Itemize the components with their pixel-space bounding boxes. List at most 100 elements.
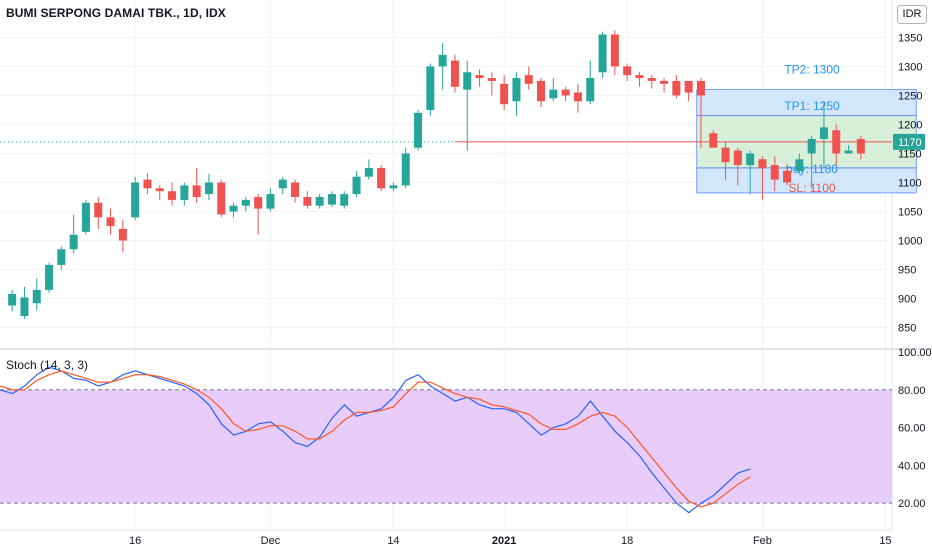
candle-body [291,182,300,198]
candle-body [364,167,373,177]
candle [364,159,373,180]
price-tick-label: 1200 [898,119,922,131]
candle-body [487,78,496,81]
candle-body [118,228,127,241]
stoch-band [0,389,892,504]
candle [192,167,201,203]
candle-body [450,60,459,87]
sl-zone [696,167,917,194]
candle-body [709,133,718,148]
price-axis: 850 900 950 1000 1050 1100 1150 1200 1250 1300 135… [893,32,925,335]
currency-badge[interactable]: IDR [897,5,927,24]
candle-body [241,199,250,206]
stochastic-pane: 20.00 40.00 60.00 80.00 100.00 [0,347,932,514]
candle [278,176,287,195]
candle [463,60,472,151]
candle-body [746,153,755,166]
candle-body [573,92,582,102]
candle-body [475,75,484,79]
candle-body [278,179,287,189]
candle [315,194,324,209]
candle-body [377,167,386,189]
candle-body [672,80,681,96]
level-label: SL: 1100 [788,181,835,195]
candle [180,182,189,206]
price-tick-label: 1350 [898,32,922,44]
candle [20,286,29,319]
candle-body [155,188,164,192]
candle [647,75,656,89]
candle [721,141,730,180]
candle-body [610,34,619,67]
candle [94,197,103,229]
price-tick-label: 1250 [898,90,922,102]
candle [377,165,386,192]
candle [598,31,607,79]
candle [844,144,853,154]
candle [131,176,140,221]
time-tick-label: 2021 [492,535,516,547]
candle [450,54,459,93]
stoch-tick-label: 20.00 [898,498,926,510]
candle [746,150,755,195]
time-tick-label: 15 [879,535,891,547]
candle-body [635,75,644,79]
candle [426,63,435,116]
candle-body [758,159,767,168]
candle [57,246,66,270]
candle [696,78,705,148]
candle [229,202,238,218]
candle [266,188,275,212]
time-tick-label: Feb [753,535,772,547]
candle-body [770,165,779,180]
candle-body [45,264,54,290]
candle-body [537,80,546,102]
candle [684,80,693,102]
candle [438,43,447,90]
candle [537,78,546,108]
candle-body [807,138,816,154]
candle [414,109,423,151]
candle-body [303,197,312,206]
stoch-title[interactable]: Stoch (14, 3, 3) [6,358,89,372]
candle [561,86,570,102]
candle-body [69,234,78,250]
candle-body [340,194,349,206]
candle-body [229,205,238,212]
candle-body [844,150,853,154]
candle [340,191,349,209]
candle-body [414,112,423,148]
candle [143,173,152,195]
stoch-k-line [0,366,751,514]
candle [660,78,669,93]
symbol-title[interactable]: BUMI SERPONG DAMAI TBK., 1D, IDX [6,6,226,20]
candle-body [832,130,841,154]
candle [475,69,484,87]
candle [573,83,582,113]
stoch-tick-label: 100.00 [898,347,932,359]
candle-body [696,80,705,96]
candle-body [512,78,521,102]
price-tick-label: 1100 [898,178,922,190]
candle [512,72,521,116]
candle [610,30,619,76]
candle-body [586,78,595,102]
tp2-zone [696,89,917,117]
candle [401,147,410,189]
candle-body [315,197,324,206]
price-tick-label: 1000 [898,236,922,248]
candle-body [549,89,558,99]
candle-body [524,75,533,84]
candle [118,220,127,253]
candle [500,75,509,110]
candle-body [623,66,632,76]
last-price-badge [893,133,925,150]
stoch-tick-label: 40.00 [898,460,926,472]
time-tick-label: 14 [387,535,399,547]
candle-body [389,185,398,189]
price-tick-label: 950 [898,265,916,277]
stoch-tick-label: 60.00 [898,423,926,435]
stoch-d-line [0,370,751,508]
